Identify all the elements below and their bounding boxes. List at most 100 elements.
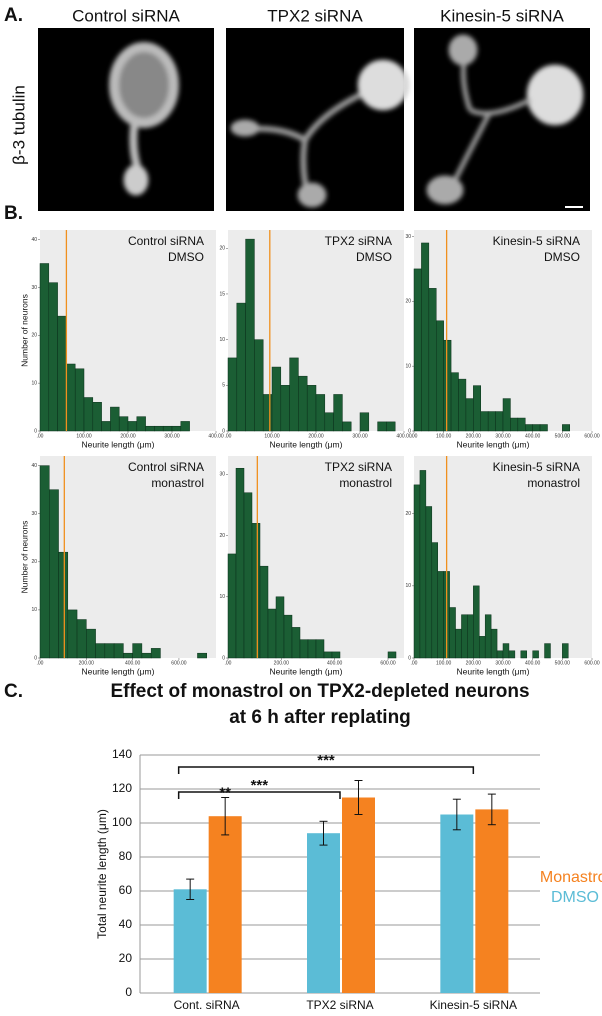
significance-label: ***	[251, 777, 269, 794]
x-tick-label: 400.00	[525, 433, 541, 439]
histogram-title: TPX2 siRNA	[325, 234, 392, 248]
y-tick-label: 20	[31, 559, 37, 565]
histogram-bar	[436, 320, 444, 432]
histogram-bar	[487, 411, 496, 432]
y-tick-label: 10	[405, 583, 411, 589]
histogram-title: Control siRNA	[128, 460, 204, 474]
y-tick-label: 40	[119, 917, 133, 931]
bar	[173, 889, 207, 993]
histogram-title: Control siRNA	[128, 234, 204, 248]
histogram-bar	[532, 424, 541, 432]
histogram-bar	[227, 553, 237, 659]
histogram-bar	[245, 238, 255, 432]
x-axis-label: Neurite length (μm)	[82, 439, 155, 449]
histogram-bar	[150, 648, 161, 659]
histogram-subtitle: monastrol	[527, 476, 580, 490]
histogram-bar	[92, 402, 102, 432]
y-tick-label: 0	[408, 428, 411, 434]
x-axis-label: Neurite length (μm)	[270, 666, 343, 676]
x-tick-label: 100.00	[264, 433, 280, 439]
histogram-bar	[86, 628, 96, 659]
histogram-bar	[227, 357, 238, 432]
histogram-bar	[425, 506, 433, 659]
histogram-bar	[455, 628, 462, 659]
y-tick-label: 60	[119, 883, 133, 897]
y-tick-label: 100	[112, 815, 132, 829]
x-tick-label: 400.00	[208, 433, 224, 439]
bar	[475, 809, 509, 993]
histogram-bar	[271, 366, 282, 432]
x-tick-label: Cont. siRNA	[174, 998, 240, 1012]
histogram-bar	[154, 425, 164, 432]
x-tick-label: 600.00	[171, 660, 187, 666]
x-axis-label: Neurite length (μm)	[270, 439, 343, 449]
histogram-bar	[145, 425, 155, 432]
histogram-bar	[386, 421, 396, 432]
x-tick-label: 600.00	[584, 433, 600, 439]
histogram-bar	[235, 467, 245, 659]
histogram-bar	[76, 619, 87, 659]
histogram-bar	[291, 627, 301, 659]
histogram-bar	[275, 596, 285, 659]
x-tick-label: 400.00	[125, 660, 141, 666]
micrograph	[414, 28, 590, 211]
histogram-subtitle: DMSO	[356, 250, 392, 264]
x-tick-label: 600.00	[380, 660, 396, 666]
histogram-bar	[323, 651, 333, 659]
y-tick-label: 40	[31, 237, 37, 243]
histogram-bar	[180, 421, 190, 432]
histogram-bar	[342, 421, 352, 432]
histogram-title: Kinesin-5 siRNA	[493, 234, 580, 248]
histogram-bar	[243, 492, 253, 659]
histogram-bar	[162, 425, 173, 432]
x-tick-label: 200.00	[274, 660, 290, 666]
histogram-bar	[197, 652, 207, 659]
histogram-subtitle: monastrol	[151, 476, 204, 490]
significance-label: **	[219, 784, 231, 801]
bar	[307, 833, 340, 993]
x-tick-label: 500.00	[555, 660, 571, 666]
histogram-bar	[496, 650, 504, 659]
histogram-bar	[465, 398, 474, 432]
histogram-bar	[236, 302, 246, 432]
histogram-bar	[510, 417, 519, 432]
histogram-subtitle: DMSO	[544, 250, 580, 264]
y-tick-label: 10	[219, 337, 225, 343]
histogram-bar	[39, 263, 50, 432]
stain-label: β-3 tubulin	[9, 85, 28, 165]
y-tick-label: 120	[112, 781, 132, 795]
significance-bracket	[177, 766, 475, 774]
x-tick-label: 200.00	[79, 660, 95, 666]
x-tick-label: 200.00	[466, 660, 482, 666]
y-tick-label: 0	[34, 428, 37, 434]
micrograph	[226, 28, 409, 211]
histogram-bar	[431, 542, 438, 659]
histogram-bar	[467, 614, 474, 659]
micrograph	[38, 28, 214, 211]
y-tick-label: 20	[405, 511, 411, 517]
x-tick-label: .00	[225, 433, 232, 439]
y-tick-label: 15	[219, 291, 225, 297]
y-tick-label: 0	[125, 985, 132, 999]
histogram-bar	[83, 397, 94, 432]
histogram-bar	[333, 394, 343, 432]
y-tick-label: 30	[31, 511, 37, 517]
histogram-bar	[473, 385, 482, 432]
y-tick-label: 10	[31, 380, 37, 386]
histogram-bar	[324, 412, 334, 432]
histogram-bar	[58, 551, 69, 659]
histogram-bar	[473, 585, 480, 659]
y-tick-label: 20	[405, 299, 411, 305]
histogram-bar	[306, 385, 317, 432]
histogram-bar	[539, 424, 548, 432]
histogram-bar	[95, 643, 106, 659]
y-tick-label: 10	[405, 363, 411, 369]
histogram-bar	[141, 652, 152, 659]
histogram-bar	[289, 357, 299, 432]
y-tick-label: 40	[31, 463, 37, 469]
y-tick-label: 20	[219, 533, 225, 539]
histogram-bar	[479, 636, 486, 659]
histogram-bar	[331, 651, 341, 659]
histogram-bar	[520, 650, 527, 659]
histogram-bar	[251, 523, 261, 659]
